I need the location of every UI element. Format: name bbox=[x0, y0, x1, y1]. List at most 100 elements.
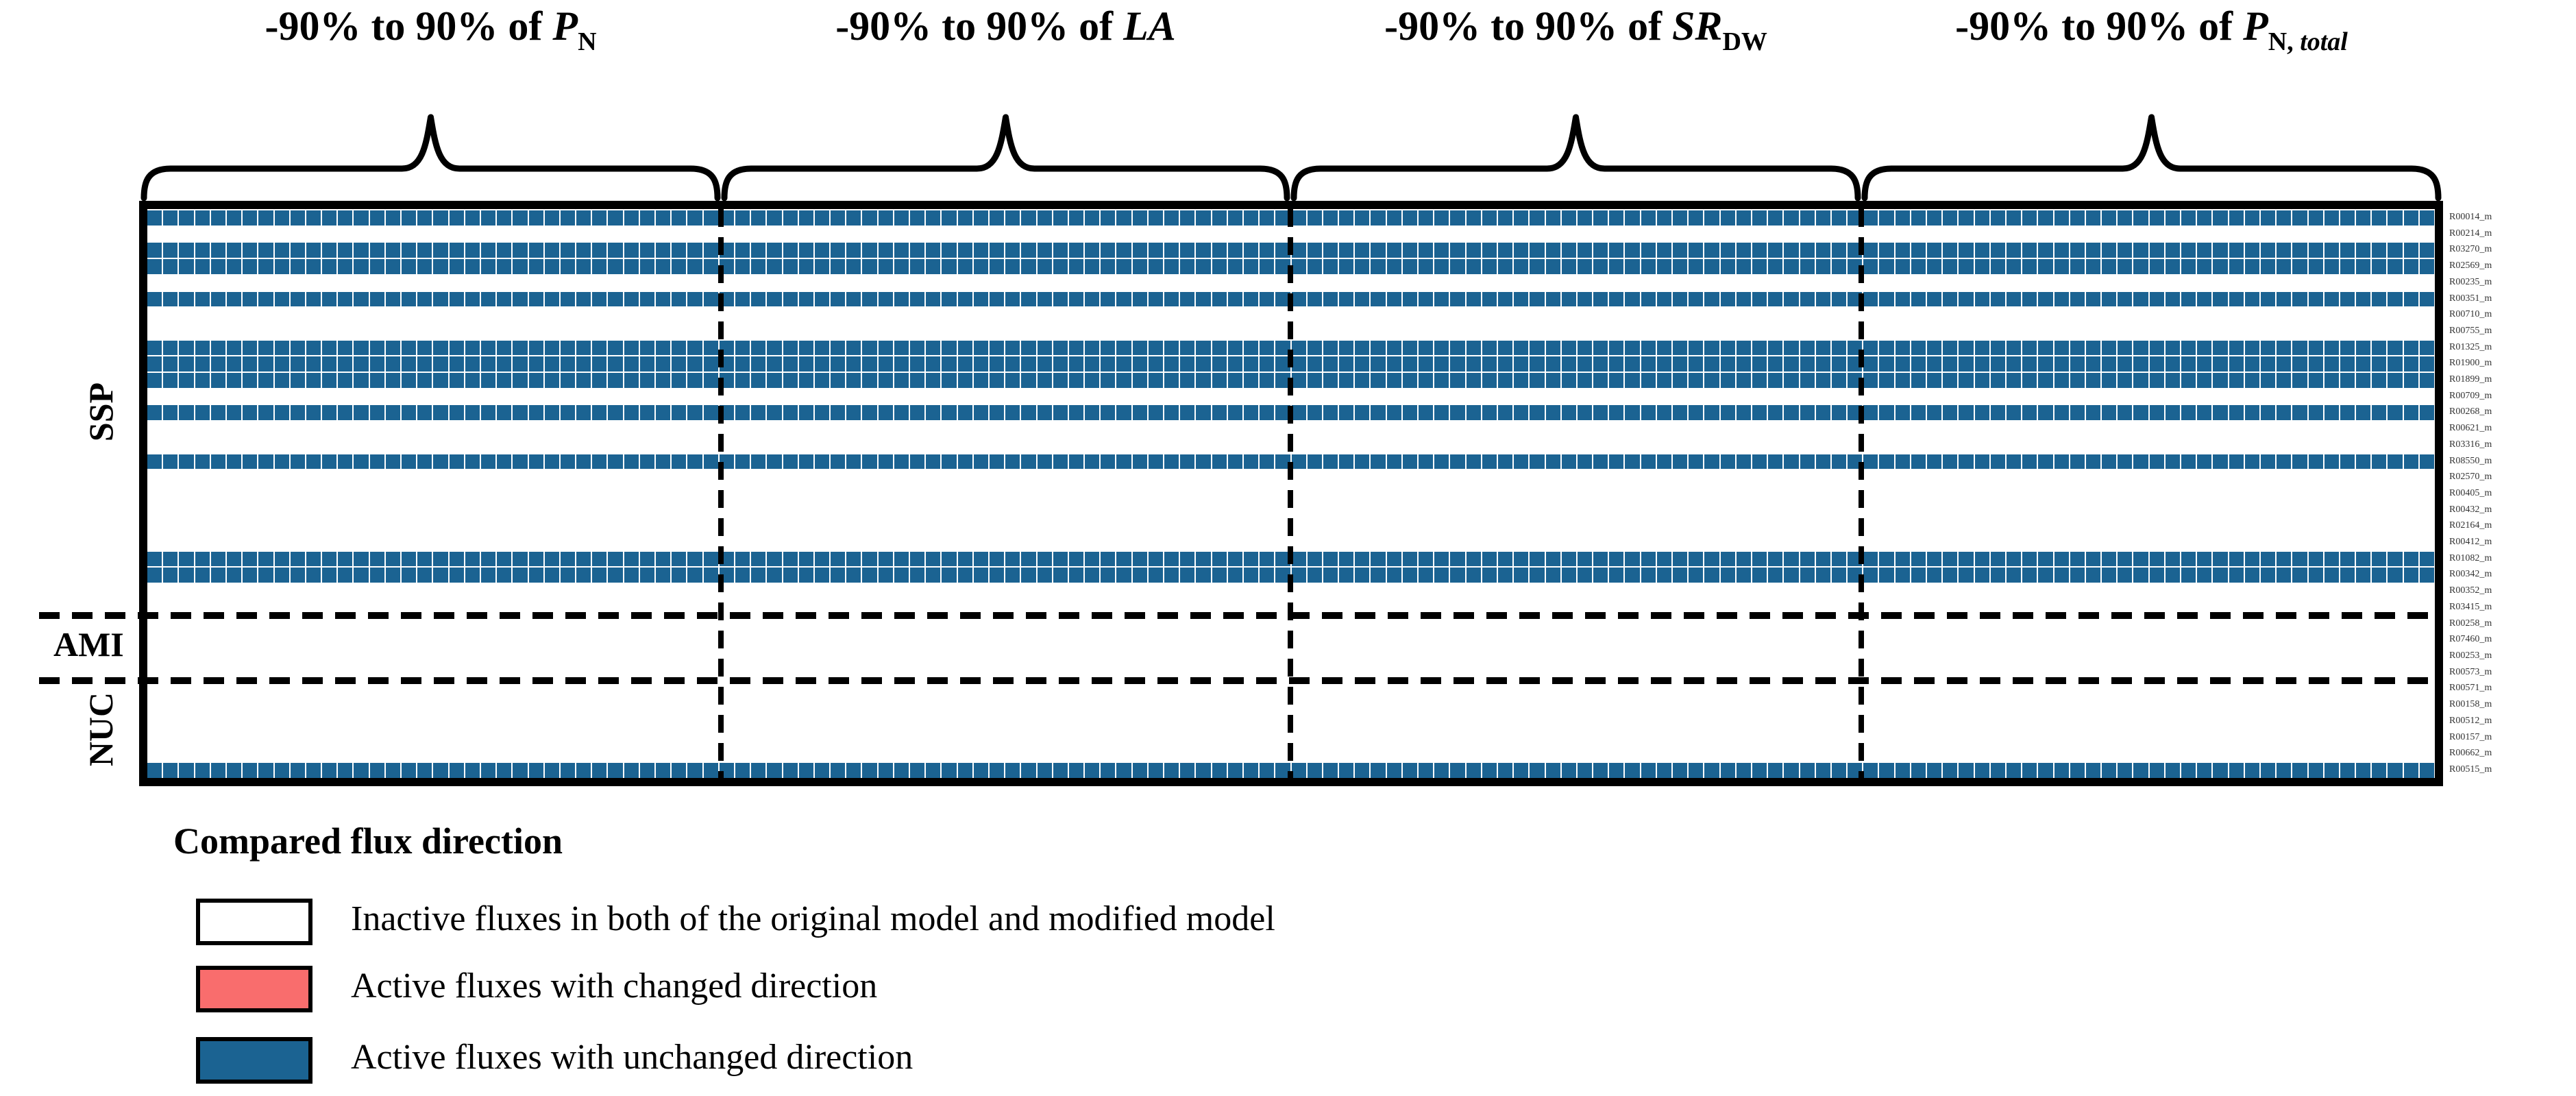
heatmap-cell bbox=[957, 568, 972, 583]
heatmap-cell bbox=[385, 568, 400, 583]
heatmap-cell bbox=[2419, 551, 2434, 567]
heatmap-cell bbox=[480, 551, 496, 567]
heatmap-cell bbox=[1005, 551, 1020, 567]
heatmap-cell bbox=[2260, 356, 2276, 372]
heatmap-row-R00014_m bbox=[147, 209, 2435, 226]
row-label: R00014_m bbox=[2449, 212, 2492, 222]
brace-icon bbox=[1290, 114, 1861, 202]
heatmap-cell bbox=[1212, 568, 1227, 583]
heatmap-cell bbox=[2054, 210, 2069, 226]
heatmap-cell bbox=[1116, 243, 1131, 258]
heatmap-cell bbox=[1386, 259, 1401, 274]
heatmap-cell bbox=[1339, 356, 1354, 372]
heatmap-cell bbox=[163, 210, 178, 226]
legend-swatch-inactive bbox=[196, 899, 312, 945]
heatmap-cell bbox=[528, 762, 543, 778]
heatmap-cell bbox=[2277, 551, 2292, 567]
heatmap-cell bbox=[147, 762, 162, 778]
heatmap-cell bbox=[2260, 568, 2276, 583]
heatmap-cell bbox=[1514, 291, 1529, 307]
heatmap-cell bbox=[2118, 259, 2133, 274]
heatmap-cell bbox=[274, 373, 289, 388]
row-label: R00621_m bbox=[2449, 423, 2492, 434]
heatmap-cell bbox=[2419, 454, 2434, 470]
heatmap-cell bbox=[957, 259, 972, 274]
heatmap-cell bbox=[926, 259, 941, 274]
heatmap-cell bbox=[2244, 340, 2259, 356]
heatmap-cell bbox=[497, 210, 512, 226]
row-label: R00709_m bbox=[2449, 390, 2492, 401]
heatmap-cell bbox=[1752, 762, 1767, 778]
heatmap-cell bbox=[480, 568, 496, 583]
heatmap-cell bbox=[417, 551, 432, 567]
heatmap-cell bbox=[226, 291, 242, 307]
heatmap-cell bbox=[831, 210, 846, 226]
heatmap-cell bbox=[973, 568, 988, 583]
row-label: R00351_m bbox=[2449, 293, 2492, 304]
heatmap-cell bbox=[480, 291, 496, 307]
heatmap-cell bbox=[846, 259, 861, 274]
heatmap-cell bbox=[624, 340, 639, 356]
heatmap-cell bbox=[1466, 291, 1481, 307]
heatmap-cell bbox=[2340, 551, 2355, 567]
heatmap-cell bbox=[798, 568, 813, 583]
heatmap-cell bbox=[2165, 243, 2180, 258]
heatmap-cell bbox=[751, 210, 766, 226]
heatmap-cell bbox=[2403, 373, 2418, 388]
heatmap-cell bbox=[1815, 568, 1830, 583]
heatmap-cell bbox=[449, 405, 464, 421]
heatmap-cell bbox=[672, 259, 687, 274]
heatmap-cell bbox=[2419, 210, 2434, 226]
heatmap-cell bbox=[2308, 373, 2323, 388]
heatmap-cell bbox=[1243, 259, 1259, 274]
heatmap-cell bbox=[942, 551, 957, 567]
heatmap-cell bbox=[2388, 210, 2403, 226]
heatmap-cell bbox=[1419, 259, 1434, 274]
heatmap-cell bbox=[1482, 405, 1497, 421]
heatmap-cell bbox=[703, 259, 718, 274]
heatmap-cell bbox=[2388, 551, 2403, 567]
heatmap-cell bbox=[1831, 210, 1847, 226]
heatmap-cell bbox=[1530, 762, 1545, 778]
heatmap-cell bbox=[1593, 210, 1608, 226]
heatmap-cell bbox=[624, 568, 639, 583]
heatmap-cell bbox=[1419, 340, 1434, 356]
heatmap-cell bbox=[608, 454, 623, 470]
heatmap-cell bbox=[767, 210, 782, 226]
heatmap-cell bbox=[1656, 454, 1671, 470]
heatmap-cell bbox=[846, 356, 861, 372]
heatmap-cell bbox=[369, 291, 384, 307]
row-label: R00158_m bbox=[2449, 699, 2492, 710]
heatmap-cell bbox=[576, 762, 591, 778]
heatmap-cell bbox=[1196, 340, 1211, 356]
heatmap-cell bbox=[751, 291, 766, 307]
heatmap-cell bbox=[1037, 210, 1052, 226]
heatmap-cell bbox=[338, 356, 353, 372]
row-label: R00412_m bbox=[2449, 537, 2492, 548]
heatmap-cell bbox=[862, 373, 877, 388]
heatmap-cell bbox=[1927, 454, 1942, 470]
heatmap-cell bbox=[1561, 373, 1576, 388]
heatmap-cell bbox=[1227, 243, 1242, 258]
heatmap-cell bbox=[2356, 243, 2371, 258]
heatmap-cell bbox=[2244, 259, 2259, 274]
heatmap-cell bbox=[1101, 291, 1116, 307]
heatmap-cell bbox=[2070, 568, 2085, 583]
heatmap-cell bbox=[2229, 568, 2244, 583]
heatmap-cell bbox=[1959, 762, 1974, 778]
heatmap-cell bbox=[1482, 568, 1497, 583]
heatmap-cell bbox=[1419, 454, 1434, 470]
heatmap-cell bbox=[2372, 259, 2387, 274]
heatmap-cell bbox=[1561, 454, 1576, 470]
row-label: R01082_m bbox=[2449, 552, 2492, 563]
heatmap-cell bbox=[1101, 259, 1116, 274]
heatmap-cell bbox=[846, 210, 861, 226]
heatmap-cell bbox=[1704, 568, 1719, 583]
heatmap-cell bbox=[1371, 340, 1386, 356]
heatmap-cell bbox=[1148, 340, 1163, 356]
heatmap-cell bbox=[2070, 243, 2085, 258]
heatmap-cell bbox=[243, 551, 258, 567]
heatmap-cell bbox=[2260, 340, 2276, 356]
heatmap-cell bbox=[2388, 568, 2403, 583]
heatmap-cell bbox=[1784, 454, 1799, 470]
